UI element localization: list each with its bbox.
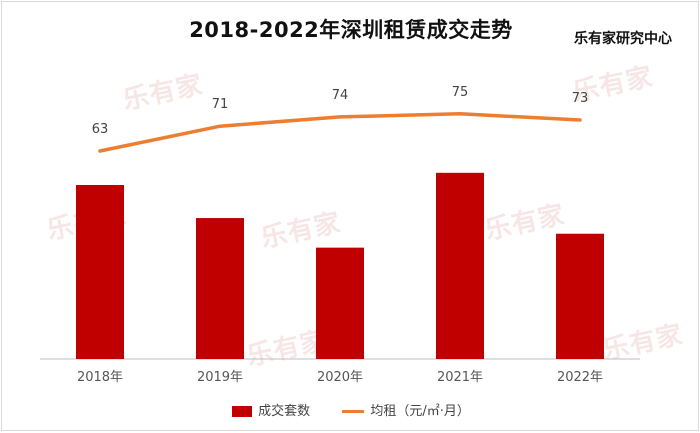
x-tick-label: 2019年 bbox=[197, 370, 243, 385]
data-label: 75 bbox=[452, 85, 469, 100]
legend-label-bar: 成交套数 bbox=[258, 404, 311, 419]
legend-label-line: 均租（元/㎡·月） bbox=[370, 404, 470, 419]
bar bbox=[76, 185, 124, 359]
data-label: 74 bbox=[332, 88, 349, 103]
line-series bbox=[98, 112, 582, 153]
bar bbox=[556, 233, 604, 359]
source-label: 乐有家研究中心 bbox=[574, 31, 672, 47]
legend-item-bar: 成交套数 bbox=[232, 400, 310, 419]
data-label: 71 bbox=[212, 97, 229, 112]
legend-swatch-line bbox=[342, 410, 365, 413]
data-label: 63 bbox=[92, 122, 109, 137]
legend-item-line: 均租（元/㎡·月） bbox=[342, 400, 470, 419]
legend-swatch-bar bbox=[232, 406, 253, 417]
data-label: 73 bbox=[572, 91, 589, 106]
bar bbox=[196, 218, 244, 359]
bar bbox=[316, 247, 364, 359]
x-tick-label: 2022年 bbox=[557, 370, 603, 385]
legend: 成交套数 均租（元/㎡·月） bbox=[2, 400, 700, 419]
x-tick-label: 2020年 bbox=[317, 370, 363, 385]
x-tick-label: 2018年 bbox=[77, 370, 123, 385]
x-tick-label: 2021年 bbox=[437, 370, 483, 385]
bar bbox=[436, 172, 484, 359]
chart-title: 2018-2022年深圳租赁成交走势 bbox=[189, 18, 513, 42]
